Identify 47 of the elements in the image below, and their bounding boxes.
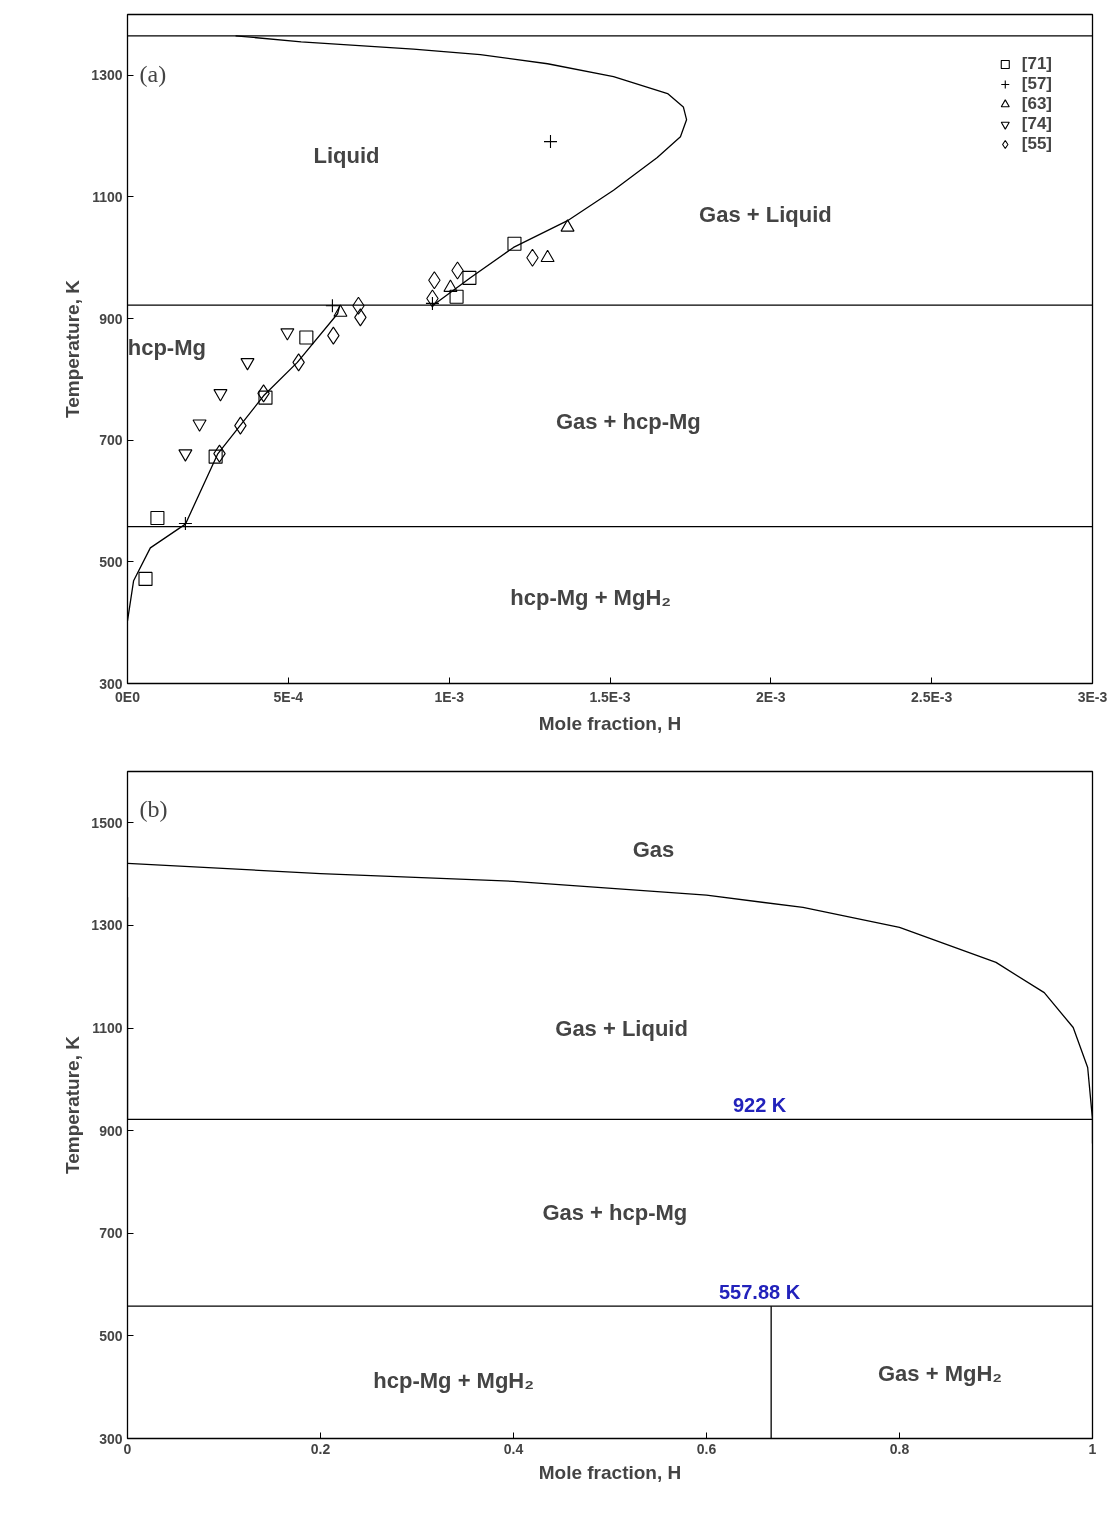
annotation: Gas + Liquid — [699, 202, 832, 228]
x-tick-label: 1E-3 — [434, 688, 465, 705]
annotation: hcp-Mg + MgH₂ — [373, 1367, 535, 1393]
legend-label: [55] — [1021, 134, 1052, 154]
ref-line-label: 922 K — [732, 1094, 787, 1117]
y-tick-label: 700 — [99, 1225, 123, 1242]
y-tick-label: 300 — [99, 1430, 123, 1447]
x-tick-label: 0.8 — [889, 1440, 910, 1457]
x-axis-title: Mole fraction, H — [538, 1461, 682, 1483]
y-tick-label: 1300 — [91, 917, 123, 934]
x-tick-label: 0 — [123, 1440, 132, 1457]
y-tick-label: 500 — [99, 553, 123, 570]
y-tick-label: 1500 — [91, 814, 123, 831]
y-tick-label: 700 — [99, 432, 123, 449]
x-tick-label: 2.5E-3 — [911, 688, 953, 705]
x-tick-label: 3E-3 — [1077, 688, 1108, 705]
annotation: Gas — [632, 837, 675, 863]
x-tick-label: 1.5E-3 — [589, 688, 631, 705]
annotation: Liquid — [313, 143, 380, 169]
annotation: Gas + Liquid — [555, 1015, 688, 1041]
y-tick-label: 900 — [99, 310, 123, 327]
x-tick-label: 0.6 — [696, 1440, 717, 1457]
legend-label: [63] — [1021, 94, 1052, 114]
annotation: hcp-Mg + MgH₂ — [510, 584, 672, 610]
y-tick-label: 1100 — [92, 188, 123, 205]
y-axis-title: Temperature, K — [62, 279, 84, 418]
x-tick-label: 0.4 — [503, 1440, 524, 1457]
x-tick-label: 0.2 — [310, 1440, 331, 1457]
text: (a) — [139, 60, 167, 87]
y-tick-label: 900 — [99, 1122, 123, 1139]
x-tick-label: 1 — [1088, 1440, 1097, 1457]
x-axis-title: Mole fraction, H — [538, 712, 682, 734]
legend-label: [74] — [1021, 114, 1052, 134]
annotation: Gas + hcp-Mg — [555, 408, 701, 434]
legend-label: [71] — [1021, 54, 1052, 74]
annotation: Gas + hcp-Mg — [542, 1199, 688, 1225]
y-tick-label: 1300 — [91, 67, 123, 84]
y-tick-label: 1100 — [92, 1020, 123, 1037]
y-axis-title: Temperature, K — [62, 1035, 84, 1174]
ref-line-label: 557.88 K — [718, 1281, 801, 1304]
annotation: Gas + MgH₂ — [877, 1361, 1003, 1387]
x-tick-label: 5E-4 — [273, 688, 304, 705]
legend-label: [57] — [1021, 74, 1052, 94]
y-tick-label: 500 — [99, 1327, 123, 1344]
annotation: hcp-Mg — [127, 335, 206, 361]
x-tick-label: 2E-3 — [756, 688, 786, 705]
text: (b) — [139, 795, 168, 822]
